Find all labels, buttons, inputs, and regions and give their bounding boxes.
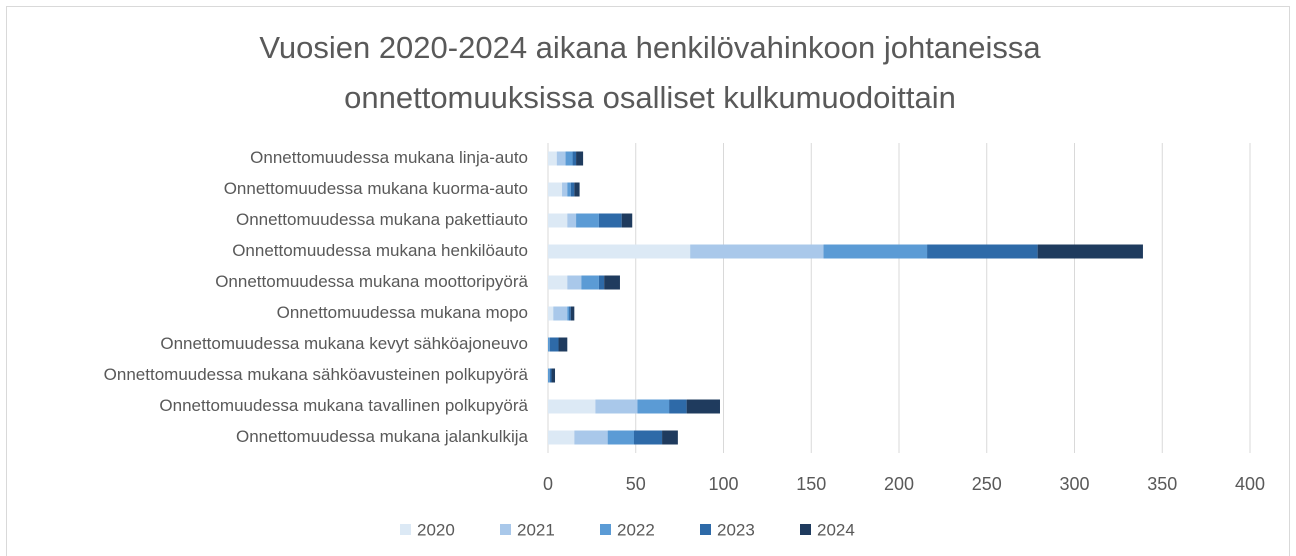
- bar-segment: [637, 399, 670, 414]
- bar-segment: [551, 368, 556, 383]
- bar-segment: [558, 337, 568, 352]
- bar-segment: [567, 306, 570, 321]
- bar-segment: [823, 244, 928, 259]
- bar-segment: [690, 244, 824, 259]
- bar-segment: [548, 306, 554, 321]
- bar-segment: [662, 430, 678, 445]
- bar-segment: [548, 368, 550, 383]
- bar-segment: [556, 151, 566, 166]
- bar-segment: [549, 337, 559, 352]
- chart-title: onnettomuuksissa osalliset kulkumuodoitt…: [344, 80, 956, 115]
- legend-label: 2020: [417, 520, 455, 539]
- bar-segment: [574, 430, 608, 445]
- legend-swatch: [700, 524, 711, 535]
- bar-segment: [548, 182, 563, 197]
- bar-segment: [570, 306, 575, 321]
- bar-segment: [567, 182, 571, 197]
- bar-segment: [548, 399, 596, 414]
- y-tick-label: Onnettomuudessa mukana moottoripyörä: [215, 272, 528, 291]
- x-tick-label: 250: [972, 474, 1002, 494]
- x-tick-label: 350: [1147, 474, 1177, 494]
- bar-segment: [576, 151, 584, 166]
- chart-title: Vuosien 2020-2024 aikana henkilövahinkoo…: [259, 30, 1041, 65]
- bar-segment: [567, 275, 582, 290]
- x-tick-label: 100: [708, 474, 738, 494]
- x-tick-label: 0: [543, 474, 553, 494]
- x-tick-label: 50: [626, 474, 646, 494]
- bar-segment: [581, 275, 599, 290]
- bar-segment: [548, 244, 691, 259]
- bar-segment: [548, 430, 575, 445]
- legend-label: 2021: [517, 520, 555, 539]
- bar-segment: [562, 182, 568, 197]
- bar-segment: [595, 399, 638, 414]
- bar-segment: [548, 213, 568, 228]
- y-tick-label: Onnettomuudessa mukana mopo: [277, 303, 528, 322]
- bar-segment: [548, 337, 550, 352]
- y-tick-label: Onnettomuudessa mukana pakettiauto: [236, 210, 528, 229]
- legend-swatch: [600, 524, 611, 535]
- x-tick-label: 200: [884, 474, 914, 494]
- bar-segment: [567, 213, 577, 228]
- bar-segment: [570, 182, 575, 197]
- bar-segment: [576, 213, 599, 228]
- y-tick-label: Onnettomuudessa mukana sähköavusteinen p…: [104, 365, 529, 384]
- legend-label: 2022: [617, 520, 655, 539]
- y-tick-label: Onnettomuudessa mukana kevyt sähköajoneu…: [160, 334, 528, 353]
- bar-segment: [572, 151, 577, 166]
- bar-segment: [607, 430, 634, 445]
- legend-label: 2023: [717, 520, 755, 539]
- bar-segment: [565, 151, 573, 166]
- bar-segment: [574, 182, 580, 197]
- y-tick-label: Onnettomuudessa mukana jalankulkija: [236, 427, 529, 446]
- chart-border: [6, 6, 1290, 556]
- legend-label: 2024: [817, 520, 855, 539]
- y-tick-label: Onnettomuudessa mukana linja-auto: [250, 148, 528, 167]
- bar-segment: [549, 368, 552, 383]
- bar-segment: [669, 399, 687, 414]
- bar-segment: [598, 213, 622, 228]
- x-tick-label: 150: [796, 474, 826, 494]
- bar-segment: [621, 213, 633, 228]
- x-tick-label: 400: [1235, 474, 1265, 494]
- bar-segment: [633, 430, 663, 445]
- bar-segment: [686, 399, 720, 414]
- x-tick-label: 300: [1059, 474, 1089, 494]
- y-tick-label: Onnettomuudessa mukana henkilöauto: [232, 241, 528, 260]
- bar-segment: [598, 275, 605, 290]
- y-tick-label: Onnettomuudessa mukana tavallinen polkup…: [159, 396, 528, 415]
- bar-segment: [548, 275, 568, 290]
- bar-segment: [927, 244, 1038, 259]
- y-tick-label: Onnettomuudessa mukana kuorma-auto: [224, 179, 528, 198]
- bar-segment: [548, 151, 557, 166]
- legend-swatch: [800, 524, 811, 535]
- bar-segment: [1037, 244, 1143, 259]
- bar-segment: [553, 306, 568, 321]
- legend-swatch: [500, 524, 511, 535]
- legend-swatch: [400, 524, 411, 535]
- bar-segment: [604, 275, 620, 290]
- bar-segment: [569, 306, 571, 321]
